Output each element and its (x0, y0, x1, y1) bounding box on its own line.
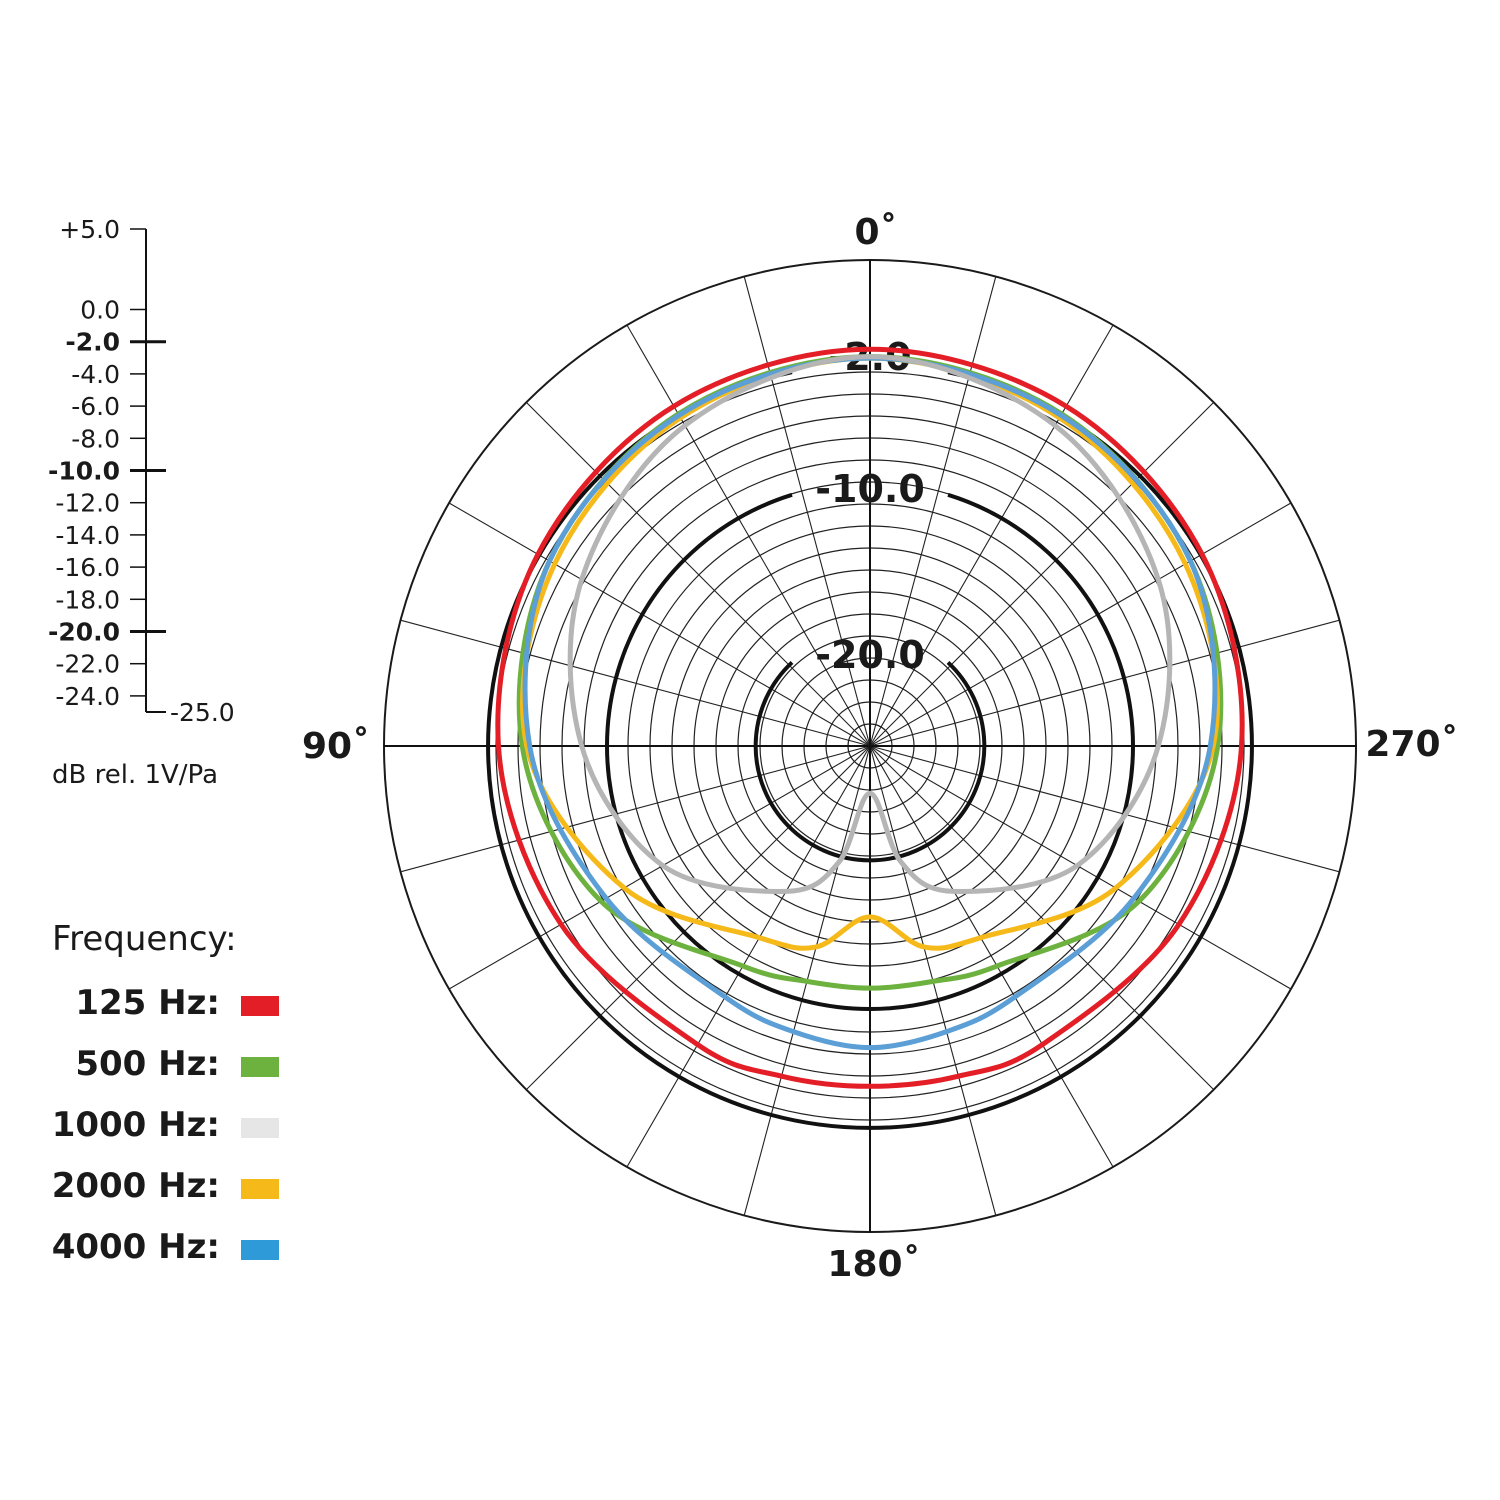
grid-spoke (626, 745, 871, 1168)
legend-title: Frequency: (52, 919, 237, 959)
series-line-1000hz (567, 354, 1173, 894)
series-line-4000hz (522, 355, 1218, 1051)
scale-tick-label: -8.0 (71, 424, 120, 453)
grid-spoke (448, 745, 871, 990)
grid-spoke (525, 401, 871, 747)
legend-swatch (241, 1179, 279, 1199)
legend-label: 1000 Hz: (52, 1105, 220, 1145)
scale-tick-label: -22.0 (55, 650, 120, 679)
grid-spoke (525, 745, 871, 1091)
reference-ring (753, 660, 987, 863)
unit-label: dB rel. 1V/Pa (52, 760, 218, 790)
legend-label: 4000 Hz: (52, 1227, 220, 1267)
legend-swatch (241, 996, 279, 1016)
grid-spoke (869, 745, 1215, 1091)
angle-label-270: 270˚ (1365, 724, 1458, 765)
legend-swatch (241, 1057, 279, 1077)
legend-swatch (241, 1240, 279, 1260)
scale-tick-label: -2.0 (65, 328, 120, 357)
grid-spoke (400, 619, 871, 747)
scale-tick-label: -20.0 (48, 618, 120, 647)
grid-spoke (869, 401, 1215, 747)
scale-end-label: -25.0 (170, 698, 235, 727)
grid-spoke (400, 745, 871, 873)
grid-spoke (869, 745, 1340, 873)
grid-spoke (869, 619, 1340, 747)
series-lines (495, 346, 1245, 1089)
grid-spoke (743, 276, 871, 747)
grid-spoke (869, 276, 997, 747)
ring-label: -10.0 (815, 467, 925, 511)
legend-swatch (241, 1118, 279, 1138)
legend-label: 125 Hz: (75, 983, 220, 1023)
reference-ring (605, 492, 1135, 1011)
grid-spoke (869, 745, 1292, 990)
series-line-125hz (495, 346, 1245, 1089)
scale-tick-label: -4.0 (71, 360, 120, 389)
scale-tick-label: -14.0 (55, 521, 120, 550)
scale-tick-label: -6.0 (71, 392, 120, 421)
ring-label: -20.0 (815, 633, 925, 677)
legend-label: 2000 Hz: (52, 1166, 220, 1206)
ring-labels: -2.0-10.0-20.0 (486, 335, 1254, 1130)
grid-spoke (869, 745, 1114, 1168)
angle-label-180: 180˚ (827, 1244, 920, 1285)
grid-spoke (626, 324, 871, 747)
scale-tick-label: 0.0 (80, 296, 120, 325)
angle-label-90: 90˚ (302, 726, 370, 767)
legend-label: 500 Hz: (75, 1044, 220, 1084)
legend: Frequency: 125 Hz: 500 Hz: 1000 Hz: 2000 Hz… (52, 919, 279, 1267)
scale-tick-label: -18.0 (55, 585, 120, 614)
db-scale: +5.0 0.0 -2.0 -4.0 -6.0 -8.0 -10.0 -12.0 -14.0 -1… (48, 215, 235, 727)
scale-tick-label: -16.0 (55, 553, 120, 582)
scale-tick-label: -24.0 (55, 682, 120, 711)
grid-spoke (869, 324, 1114, 747)
scale-tick-label: -12.0 (55, 489, 120, 518)
series-line-2000hz (520, 355, 1220, 951)
grid-spoke (448, 502, 871, 747)
scale-tick-label: -10.0 (48, 457, 120, 486)
scale-tick-label: +5.0 (59, 215, 120, 244)
angle-label-0: 0˚ (854, 212, 897, 253)
grid-spoke (869, 502, 1292, 747)
angle-labels: 0˚ 90˚ 270˚ 180˚ (302, 212, 1459, 1285)
